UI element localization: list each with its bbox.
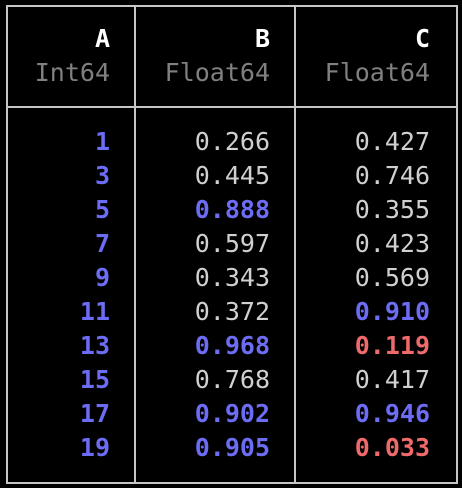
column-divider-1 bbox=[134, 7, 136, 482]
cell-c: 0.569 bbox=[354, 263, 430, 292]
column-type-c: Float64 bbox=[324, 58, 430, 87]
cell-b: 0.768 bbox=[194, 365, 270, 394]
column-header-b: B bbox=[254, 24, 270, 53]
cell-c: 0.746 bbox=[354, 161, 430, 190]
cell-c: 0.033 bbox=[354, 433, 430, 462]
cell-a: 1 bbox=[94, 127, 110, 156]
cell-c: 0.910 bbox=[354, 297, 430, 326]
cell-c: 0.417 bbox=[354, 365, 430, 394]
cell-a: 9 bbox=[94, 263, 110, 292]
cell-b: 0.902 bbox=[194, 399, 270, 428]
cell-b: 0.266 bbox=[194, 127, 270, 156]
cell-a: 13 bbox=[79, 331, 110, 360]
column-header-c: C bbox=[414, 24, 430, 53]
data-table: A Int64 B Float64 C Float64 1 0.266 0.427 3… bbox=[6, 5, 458, 484]
column-type-a: Int64 bbox=[34, 58, 110, 87]
cell-a: 17 bbox=[79, 399, 110, 428]
cell-c: 0.119 bbox=[354, 331, 430, 360]
cell-a: 11 bbox=[79, 297, 110, 326]
cell-c: 0.355 bbox=[354, 195, 430, 224]
cell-b: 0.343 bbox=[194, 263, 270, 292]
cell-b: 0.372 bbox=[194, 297, 270, 326]
cell-a: 15 bbox=[79, 365, 110, 394]
cell-b: 0.968 bbox=[194, 331, 270, 360]
header-divider bbox=[8, 106, 456, 108]
cell-a: 7 bbox=[94, 229, 110, 258]
cell-b: 0.597 bbox=[194, 229, 270, 258]
cell-c: 0.946 bbox=[354, 399, 430, 428]
column-type-b: Float64 bbox=[164, 58, 270, 87]
cell-c: 0.427 bbox=[354, 127, 430, 156]
cell-a: 5 bbox=[94, 195, 110, 224]
cell-a: 19 bbox=[79, 433, 110, 462]
cell-b: 0.905 bbox=[194, 433, 270, 462]
cell-b: 0.445 bbox=[194, 161, 270, 190]
cell-c: 0.423 bbox=[354, 229, 430, 258]
column-header-a: A bbox=[94, 24, 110, 53]
column-divider-2 bbox=[294, 7, 296, 482]
cell-b: 0.888 bbox=[194, 195, 270, 224]
cell-a: 3 bbox=[94, 161, 110, 190]
